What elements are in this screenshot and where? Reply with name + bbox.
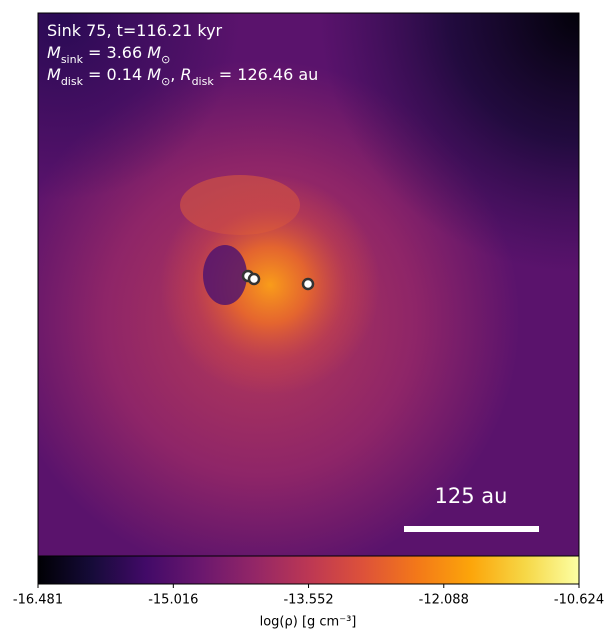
annotation-part: R bbox=[180, 65, 191, 84]
sink bbox=[301, 277, 315, 291]
scale-bar-label: 125 au bbox=[435, 484, 508, 508]
annotation-part: Sink 75, t=116.21 kyr bbox=[47, 21, 223, 40]
annotation-part: disk bbox=[192, 75, 215, 88]
annotation-part: sink bbox=[61, 53, 84, 66]
annotation-part: = 0.14 bbox=[83, 65, 147, 84]
colorbar-tick-label: -15.016 bbox=[148, 593, 198, 608]
annotation-part: = 126.46 au bbox=[214, 65, 319, 84]
colorbar bbox=[37, 555, 580, 585]
annotation-part: = 3.66 bbox=[83, 43, 147, 62]
annotation-part: M bbox=[47, 65, 61, 84]
annotation: Sink 75, t=116.21 kyr bbox=[47, 21, 223, 40]
colorbar-label: log(ρ) [g cm⁻³] bbox=[260, 615, 357, 630]
annotation-part: M bbox=[147, 43, 161, 62]
annotation-part: disk bbox=[61, 75, 84, 88]
annotation: Msink = 3.66 M⊙ bbox=[47, 43, 170, 66]
colorbar-tick-label: -12.088 bbox=[419, 593, 469, 608]
annotation-part: M bbox=[147, 65, 161, 84]
annotation-part: M bbox=[47, 43, 61, 62]
colorbar-tick-label: -13.552 bbox=[283, 593, 333, 608]
annotation-part: ⊙ bbox=[161, 75, 170, 88]
colorbar-tick-label: -16.481 bbox=[13, 593, 63, 608]
annotation: Mdisk = 0.14 M⊙, Rdisk = 126.46 au bbox=[47, 65, 318, 88]
annotation-part: , bbox=[170, 65, 180, 84]
annotation-part: ⊙ bbox=[161, 53, 170, 66]
colorbar-tick-label: -10.624 bbox=[554, 593, 604, 608]
sink bbox=[247, 272, 261, 286]
